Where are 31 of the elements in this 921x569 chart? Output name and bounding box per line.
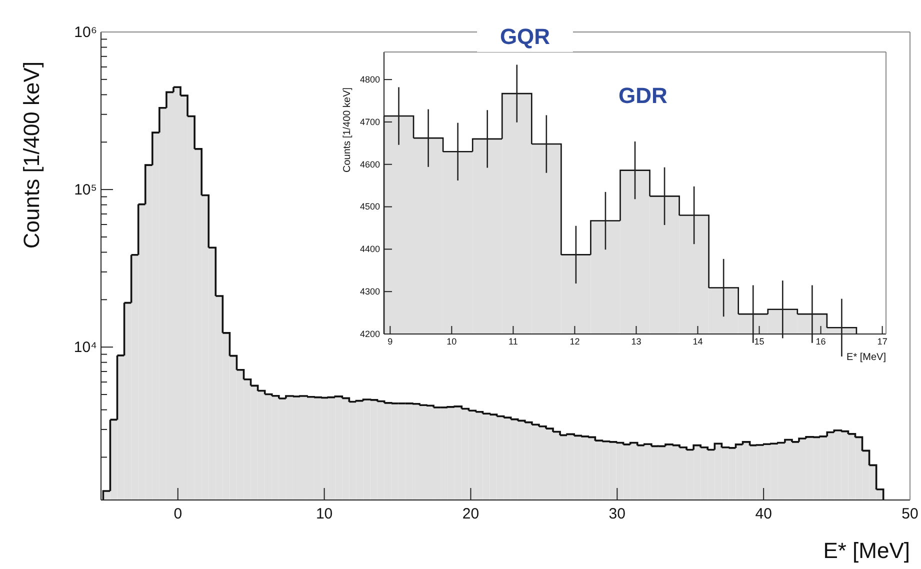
x-tick-label: 16 [816,336,826,346]
y-tick-label: 10⁵ [74,181,97,198]
x-tick-label: 10 [446,336,457,346]
y-tick-label: 4200 [360,328,380,339]
x-tick-label: 14 [692,336,703,346]
x-tick-label: 12 [570,336,580,346]
x-axis-title: E* [MeV] [846,352,886,363]
y-tick-label: 10⁴ [74,338,97,356]
x-tick-label: 0 [174,506,182,523]
y-axis-title: Counts [1/400 keV] [19,61,44,249]
annotation: GDR [618,83,668,108]
x-axis-title: E* [MeV] [823,538,910,563]
x-tick-label: 40 [755,506,772,523]
y-tick-label: 4400 [360,244,380,254]
x-tick-label: 11 [508,336,518,346]
x-tick-label: 30 [608,506,626,523]
x-tick-label: 50 [902,506,918,523]
x-tick-label: 13 [631,336,642,346]
x-tick-label: 20 [462,506,480,523]
x-tick-label: 9 [388,336,393,346]
x-tick-label: 15 [754,336,764,346]
x-tick-label: 10 [316,506,333,523]
y-tick-label: 4800 [360,74,380,84]
y-tick-label: 4700 [360,116,380,127]
x-tick-label: 17 [877,336,888,346]
y-axis-title: Counts [1/400 keV] [342,87,353,173]
y-tick-label: 4500 [360,202,380,212]
annotation: GQR [500,24,550,49]
y-tick-label: 4300 [360,286,380,296]
y-tick-label: 4600 [360,159,380,170]
y-tick-label: 10⁶ [74,24,97,41]
